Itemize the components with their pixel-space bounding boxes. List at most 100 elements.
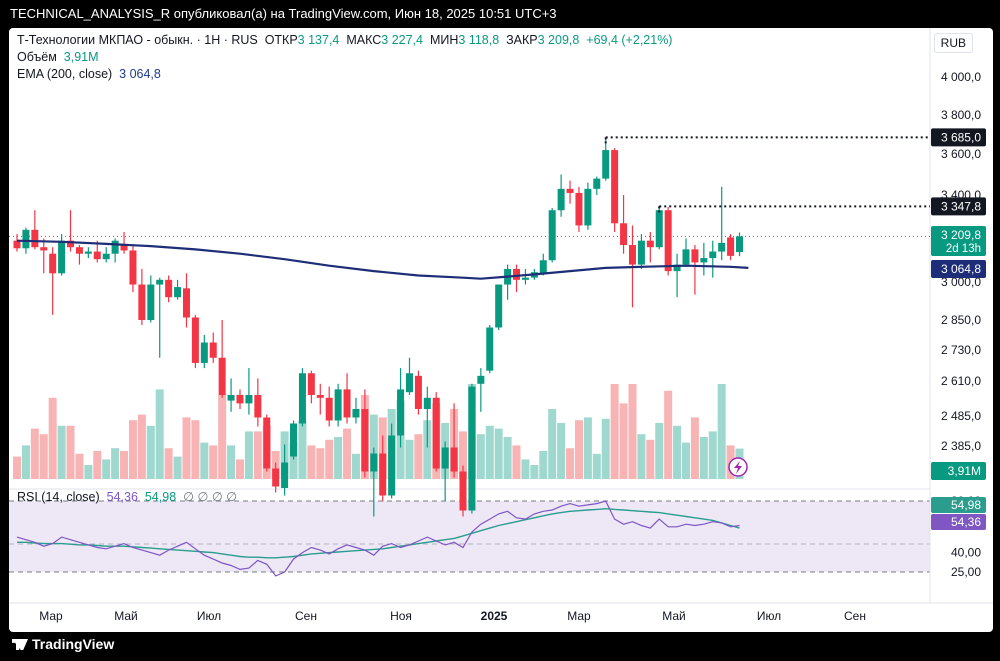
- candle-body[interactable]: [370, 453, 378, 472]
- candle-body[interactable]: [129, 250, 137, 285]
- candle-body[interactable]: [379, 453, 387, 496]
- candle-body[interactable]: [84, 251, 92, 254]
- candle-body[interactable]: [557, 188, 565, 211]
- candle-body[interactable]: [236, 395, 244, 404]
- candle-body[interactable]: [298, 373, 306, 424]
- candle-body[interactable]: [120, 243, 128, 251]
- symbol-name[interactable]: Т-Технологии МКПАО - обыкн. · 1H · RUS: [17, 33, 258, 47]
- rsi-legend: RSI (14, close) 54,36 54,98 ∅ ∅ ∅ ∅: [17, 489, 237, 504]
- candle-body[interactable]: [307, 373, 315, 395]
- price-chart-svg[interactable]: 4 000,03 800,03 600,03 400,03 000,02 850…: [9, 28, 993, 632]
- candle-body[interactable]: [165, 279, 173, 298]
- price-tick-label: 2 610,0: [941, 374, 981, 388]
- candle-body[interactable]: [486, 327, 494, 371]
- candle-body[interactable]: [736, 236, 744, 253]
- candle-body[interactable]: [388, 435, 396, 496]
- candle-body[interactable]: [611, 150, 619, 224]
- candle-body[interactable]: [138, 284, 146, 320]
- candle-body[interactable]: [218, 357, 226, 395]
- volume-bar: [93, 451, 102, 479]
- candle-body[interactable]: [361, 409, 369, 472]
- candle-body[interactable]: [156, 279, 164, 285]
- volume-bar: [673, 425, 682, 479]
- candle-body[interactable]: [718, 242, 726, 252]
- candle-body[interactable]: [727, 237, 735, 256]
- candle-body[interactable]: [281, 462, 289, 489]
- volume-bar: [574, 420, 583, 479]
- volume-bar: [84, 465, 93, 479]
- candle-body[interactable]: [325, 397, 333, 421]
- candle-body[interactable]: [209, 342, 217, 358]
- candle-body[interactable]: [58, 240, 66, 274]
- candle-body[interactable]: [575, 192, 583, 226]
- candle-body[interactable]: [31, 229, 39, 248]
- candle-body[interactable]: [709, 251, 717, 259]
- candle-body[interactable]: [111, 240, 119, 254]
- candle-body[interactable]: [646, 240, 654, 248]
- candle-body[interactable]: [191, 317, 199, 363]
- candle-body[interactable]: [182, 288, 190, 318]
- currency-button[interactable]: RUB: [933, 33, 973, 53]
- candle-body[interactable]: [548, 210, 556, 261]
- chart-panel[interactable]: 4 000,0 3 800,0 3 600,0 3 400,0 3 000,0 2 850…: [9, 28, 993, 632]
- candle-body[interactable]: [49, 253, 57, 274]
- rsi-label[interactable]: RSI (14, close): [17, 490, 100, 504]
- candle-body[interactable]: [102, 253, 110, 260]
- volume-label[interactable]: Объём: [17, 50, 57, 64]
- candle-body[interactable]: [254, 395, 262, 418]
- candle-body[interactable]: [147, 284, 155, 320]
- candle-body[interactable]: [602, 150, 610, 179]
- candle-body[interactable]: [584, 188, 592, 226]
- candle-body[interactable]: [22, 229, 30, 249]
- candle-body[interactable]: [290, 423, 298, 457]
- candle-body[interactable]: [200, 342, 208, 363]
- volume-bar: [164, 448, 173, 479]
- candle-body[interactable]: [682, 249, 690, 265]
- candle-body[interactable]: [521, 277, 529, 280]
- volume-bar: [690, 417, 699, 479]
- candle-body[interactable]: [450, 447, 458, 472]
- candle-body[interactable]: [620, 223, 628, 246]
- candle-body[interactable]: [227, 395, 235, 401]
- volume-bar: [236, 459, 244, 479]
- candle-body[interactable]: [13, 240, 21, 249]
- candle-body[interactable]: [245, 395, 253, 404]
- candle-body[interactable]: [432, 397, 440, 469]
- candle-body[interactable]: [477, 375, 485, 384]
- candle-body[interactable]: [628, 245, 636, 265]
- candle-body[interactable]: [40, 247, 48, 251]
- candle-body[interactable]: [468, 386, 476, 511]
- candle-body[interactable]: [566, 188, 574, 193]
- candle-body[interactable]: [414, 375, 422, 409]
- ema-label[interactable]: EMA (200, close): [17, 67, 113, 81]
- candle-body[interactable]: [637, 240, 645, 265]
- candle-body[interactable]: [423, 397, 431, 409]
- candle-body[interactable]: [664, 210, 672, 272]
- candle-body[interactable]: [343, 389, 351, 418]
- alert-lightning-icon[interactable]: [728, 457, 748, 477]
- candle-body[interactable]: [405, 373, 413, 393]
- candle-body[interactable]: [75, 247, 83, 254]
- candle-body[interactable]: [513, 268, 521, 280]
- ema-legend: EMA (200, close) 3 064,8: [17, 67, 161, 81]
- volume-bar: [244, 431, 253, 479]
- candle-body[interactable]: [691, 249, 699, 263]
- candle-body[interactable]: [700, 258, 708, 263]
- candle-body[interactable]: [263, 417, 271, 469]
- candle-body[interactable]: [93, 251, 101, 260]
- candle-body[interactable]: [673, 264, 681, 272]
- candle-body[interactable]: [459, 471, 467, 511]
- candle-body[interactable]: [174, 287, 182, 298]
- candle-body[interactable]: [593, 178, 601, 189]
- candle-body[interactable]: [352, 409, 360, 418]
- volume-bar: [66, 425, 75, 479]
- candle-body[interactable]: [316, 395, 324, 398]
- candle-body[interactable]: [272, 468, 280, 487]
- candle-body[interactable]: [397, 389, 405, 436]
- candle-body[interactable]: [67, 240, 75, 248]
- candle-body[interactable]: [334, 389, 342, 421]
- candle-body[interactable]: [655, 210, 663, 248]
- candle-body[interactable]: [495, 284, 503, 328]
- candle-body[interactable]: [441, 447, 449, 469]
- candle-body[interactable]: [539, 260, 547, 274]
